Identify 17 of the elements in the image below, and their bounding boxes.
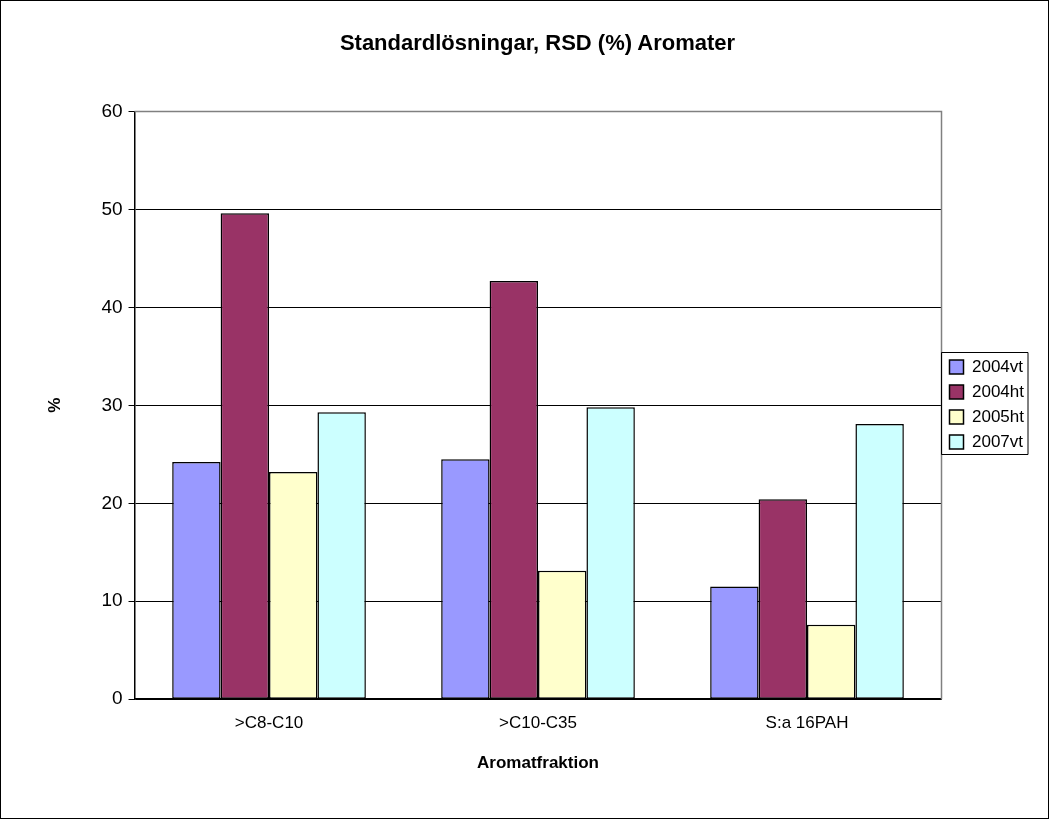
y-tick-label: 30 <box>101 393 123 415</box>
y-tick-label: 60 <box>101 99 123 121</box>
y-tick-label: 50 <box>101 197 123 219</box>
y-tick-label: 10 <box>101 589 123 611</box>
x-tick-label: S:a 16PAH <box>765 713 849 733</box>
chart-title: Standardlösningar, RSD (%) Aromater <box>339 30 736 56</box>
y-axis-title: % <box>44 397 64 413</box>
y-tick-label: 40 <box>101 295 123 317</box>
legend-label: 2004vt <box>972 356 1024 376</box>
x-tick-label: >C8-C10 <box>234 713 304 733</box>
legend-label: 2005ht <box>972 406 1025 426</box>
y-tick-label: 0 <box>111 687 123 709</box>
x-tick-label: >C10-C35 <box>499 713 577 733</box>
legend-label: 2007vt <box>972 431 1024 451</box>
y-tick-label: 20 <box>101 491 123 513</box>
legend-label: 2004ht <box>972 381 1025 401</box>
x-axis-title: Aromatfraktion <box>477 753 599 773</box>
